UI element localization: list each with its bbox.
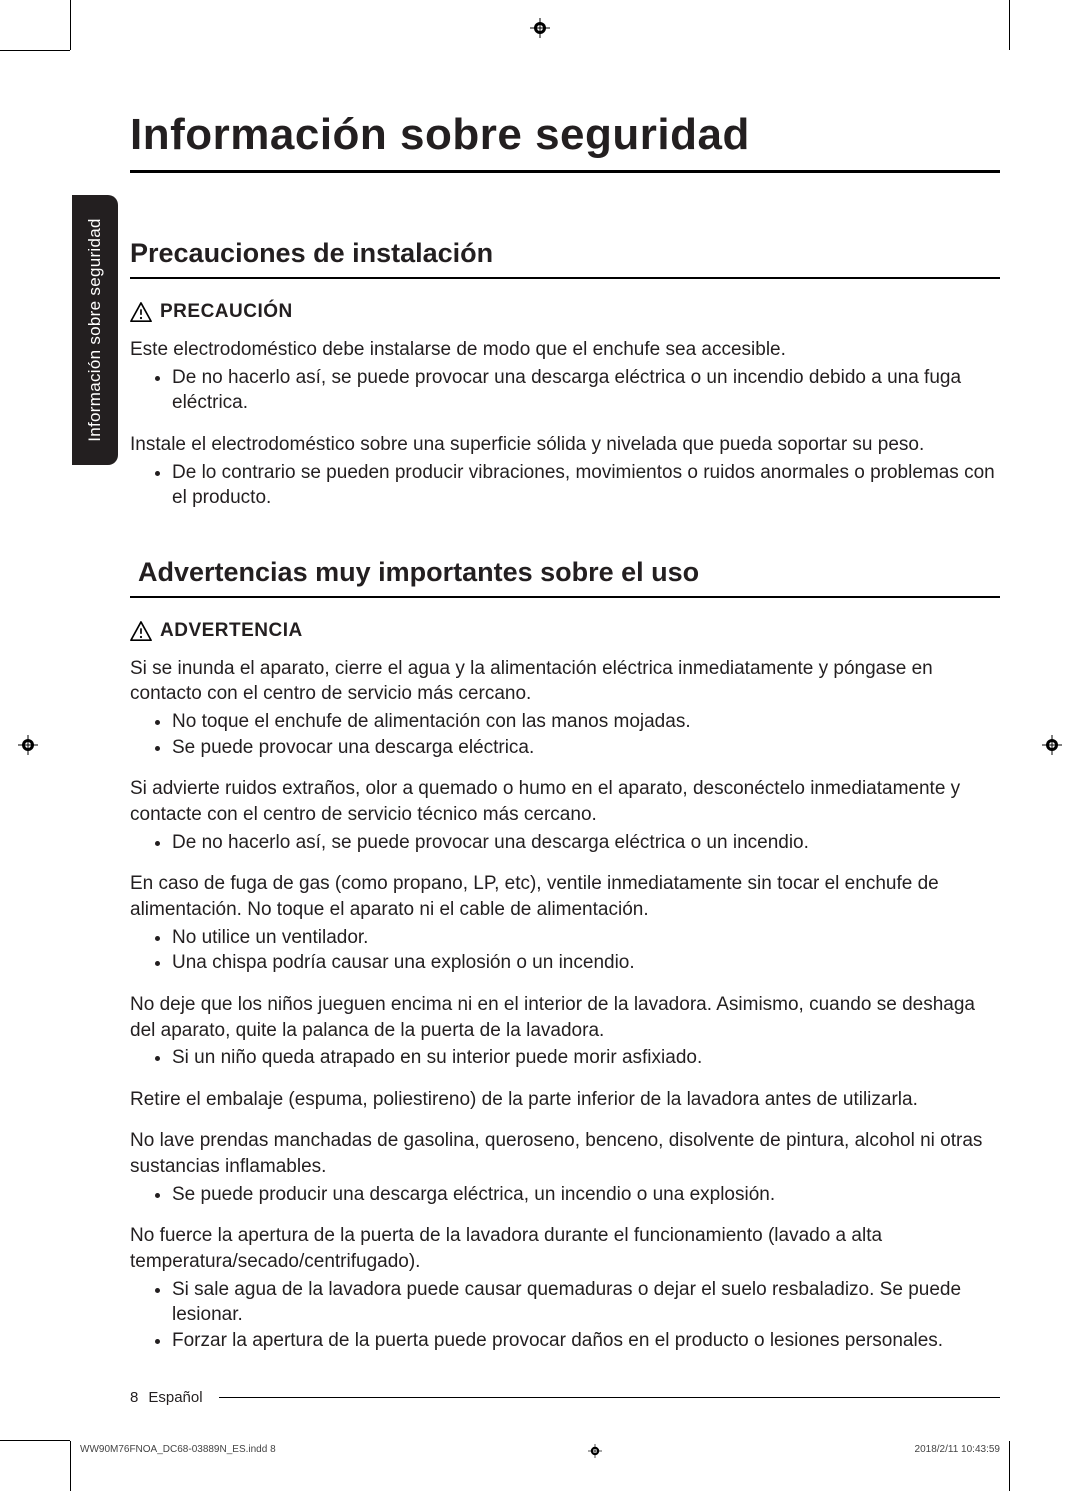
page-footer: 8 Español	[130, 1389, 1000, 1406]
body-text: No deje que los niños jueguen encima ni …	[130, 992, 1000, 1043]
crop-mark	[70, 0, 71, 50]
warning-line: ADVERTENCIA	[130, 620, 1000, 642]
title-rule	[130, 170, 1000, 173]
registration-mark-top	[530, 18, 550, 38]
list-item: Una chispa podría causar una explosión o…	[172, 950, 1000, 976]
list-item: Si sale agua de la lavadora puede causar…	[172, 1277, 1000, 1328]
body-text: Si se inunda el aparato, cierre el agua …	[130, 656, 1000, 707]
body-text: No lave prendas manchadas de gasolina, q…	[130, 1128, 1000, 1179]
section-heading-advertencias: Advertencias muy importantes sobre el us…	[130, 557, 1000, 588]
section-tab: Información sobre seguridad	[72, 195, 118, 465]
body-text: Retire el embalaje (espuma, poliestireno…	[130, 1087, 1000, 1113]
body-text: Instale el electrodoméstico sobre una su…	[130, 432, 1000, 458]
body-text: Este electrodoméstico debe instalarse de…	[130, 337, 1000, 363]
registration-mark-right	[1042, 735, 1062, 755]
warning-triangle-icon	[130, 302, 152, 322]
list-item: De lo contrario se pueden producir vibra…	[172, 460, 1000, 511]
print-file-name: WW90M76FNOA_DC68-03889N_ES.indd 8	[80, 1444, 276, 1461]
list-item: Forzar la apertura de la puerta puede pr…	[172, 1328, 1000, 1354]
list-item: Se puede producir una descarga eléctrica…	[172, 1182, 1000, 1208]
crop-mark	[70, 1441, 71, 1491]
page-number: 8	[130, 1389, 138, 1406]
caution-label: PRECAUCIÓN	[160, 301, 293, 323]
section-tab-label: Información sobre seguridad	[85, 218, 105, 442]
list-item: Se puede provocar una descarga eléctrica…	[172, 735, 1000, 761]
section-heading-precauciones: Precauciones de instalación	[130, 238, 1000, 269]
body-text: En caso de fuga de gas (como propano, LP…	[130, 871, 1000, 922]
list-item: No utilice un ventilador.	[172, 925, 1000, 951]
page-content: Información sobre seguridad Precauciones…	[130, 110, 1000, 1354]
list-item: No toque el enchufe de alimentación con …	[172, 709, 1000, 735]
caution-line: PRECAUCIÓN	[130, 301, 1000, 323]
section-rule	[130, 277, 1000, 279]
crop-mark	[1009, 0, 1010, 50]
print-file-footer: WW90M76FNOA_DC68-03889N_ES.indd 8 2018/2…	[80, 1444, 1000, 1461]
list-item: Si un niño queda atrapado en su interior…	[172, 1045, 1000, 1071]
crop-mark	[0, 50, 70, 51]
registration-mark-left	[18, 735, 38, 755]
crop-mark	[1009, 1441, 1010, 1491]
page-title: Información sobre seguridad	[130, 110, 1000, 160]
warning-label: ADVERTENCIA	[160, 620, 303, 642]
footer-language: Español	[148, 1389, 202, 1406]
body-text: No fuerce la apertura de la puerta de la…	[130, 1223, 1000, 1274]
body-text: Si advierte ruidos extraños, olor a quem…	[130, 776, 1000, 827]
warning-triangle-icon	[130, 621, 152, 641]
list-item: De no hacerlo así, se puede provocar una…	[172, 830, 1000, 856]
section-rule	[130, 596, 1000, 598]
print-timestamp: 2018/2/11 10:43:59	[915, 1444, 1000, 1461]
footer-rule	[219, 1397, 1000, 1398]
registration-mark-bottom	[588, 1444, 602, 1461]
list-item: De no hacerlo así, se puede provocar una…	[172, 365, 1000, 416]
crop-mark	[0, 1440, 70, 1441]
